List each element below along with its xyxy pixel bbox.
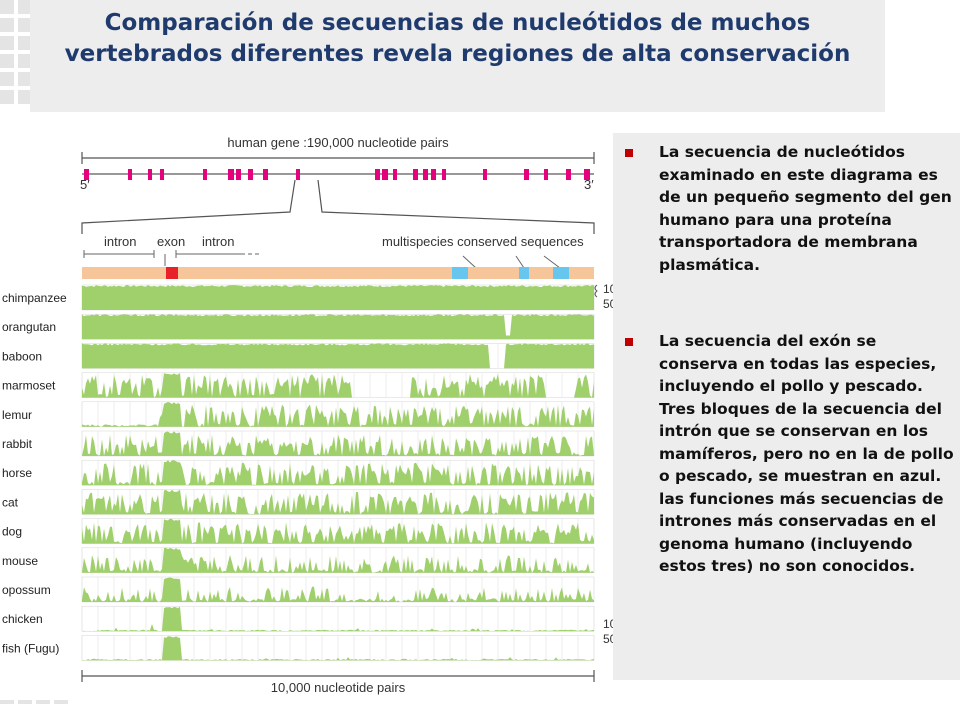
gene-mark [248, 169, 253, 180]
track-chicken: chicken [2, 605, 595, 632]
gene-label: human gene :190,000 nucleotide pairs [227, 135, 449, 150]
track-mouse: mouse [2, 547, 595, 574]
intron-label-1: intron [104, 234, 137, 249]
gene-mark [236, 169, 241, 180]
slide-title: Comparación de secuencias de nucleótidos… [64, 10, 851, 67]
gene-mark [128, 169, 132, 180]
exon-block [166, 267, 178, 279]
species-label-cat: cat [2, 495, 19, 509]
gene-mark [84, 169, 89, 180]
gene-mark [544, 169, 548, 180]
gene-mark [431, 169, 436, 180]
species-label-rabbit: rabbit [2, 437, 33, 451]
sequence-strip [82, 267, 594, 279]
bullet-item-2: La secuencia del exón se conserva en tod… [625, 330, 959, 578]
gene-mark [393, 169, 397, 180]
track-baboon: baboon [2, 343, 595, 369]
exon-label: exon [157, 234, 185, 249]
bullet-square-icon [625, 149, 633, 157]
species-label-opossum: opossum [2, 583, 51, 597]
track-opossum: opossum [2, 576, 595, 603]
species-label-mouse: mouse [2, 554, 38, 568]
gene-mark [423, 169, 428, 180]
intron-label-2: intron [202, 234, 235, 249]
conservation-figure-svg: human gene :190,000 nucleotide pairs 5′ … [2, 135, 617, 695]
gene-mark [160, 169, 164, 180]
gene-mark [263, 169, 268, 180]
conserved-block-3 [553, 267, 569, 279]
text-panel: La secuencia de nucleótidos examinado en… [613, 133, 960, 680]
conserved-block-2 [519, 267, 529, 279]
species-label-horse: horse [2, 466, 32, 480]
scale-bar-label: 10,000 nucleotide pairs [271, 680, 406, 695]
species-label-chicken: chicken [2, 612, 43, 626]
track-fish: fish (Fugu) [2, 635, 595, 661]
gene-mark [566, 169, 571, 180]
conservation-figure: human gene :190,000 nucleotide pairs 5′ … [0, 128, 710, 700]
species-label-fish: fish (Fugu) [2, 641, 59, 655]
three-prime-label: 3′ [584, 177, 594, 192]
conserved-sequences-label: multispecies conserved sequences [382, 234, 584, 249]
bullet-item-1: La secuencia de nucleótidos examinado en… [625, 141, 959, 276]
species-label-marmoset: marmoset [2, 379, 56, 393]
track-marmoset: marmoset [2, 372, 595, 398]
gene-mark [382, 169, 388, 180]
conserved-block-1 [452, 267, 468, 279]
track-horse: horse [2, 459, 595, 486]
zoom-line-right [317, 179, 595, 234]
zoom-line-left [81, 179, 296, 234]
species-label-lemur: lemur [2, 408, 32, 422]
bullet-text-2: La secuencia del exón se conserva en tod… [659, 332, 954, 575]
track-cat: cat [2, 489, 595, 515]
title-band [30, 0, 885, 112]
gene-mark [584, 169, 590, 180]
species-tracks: chimpanzee orangutan baboon marmoset lemur ra… [2, 284, 595, 661]
bullet-square-icon [625, 338, 633, 346]
gene-mark [148, 169, 152, 180]
gene-mark [203, 169, 207, 180]
gene-mark [524, 169, 529, 180]
track-lemur: lemur [2, 401, 595, 428]
gene-mark [375, 169, 380, 180]
track-dog: dog [2, 518, 595, 544]
track-orangutan: orangutan [2, 313, 595, 340]
gene-mark [296, 169, 300, 180]
track-rabbit: rabbit [2, 430, 595, 457]
five-prime-label: 5′ [80, 177, 90, 192]
species-label-dog: dog [2, 525, 22, 539]
gene-mark [483, 169, 487, 180]
species-label-chimpanzee: chimpanzee [2, 291, 67, 305]
species-label-orangutan: orangutan [2, 320, 56, 334]
track-chimpanzee: chimpanzee [2, 284, 595, 311]
gene-mark [413, 169, 418, 180]
species-label-baboon: baboon [2, 349, 42, 363]
gene-mark [228, 169, 234, 180]
gene-exon-marks [84, 169, 590, 180]
bullet-text-1: La secuencia de nucleótidos examinado en… [659, 143, 952, 274]
gene-mark [442, 169, 446, 180]
